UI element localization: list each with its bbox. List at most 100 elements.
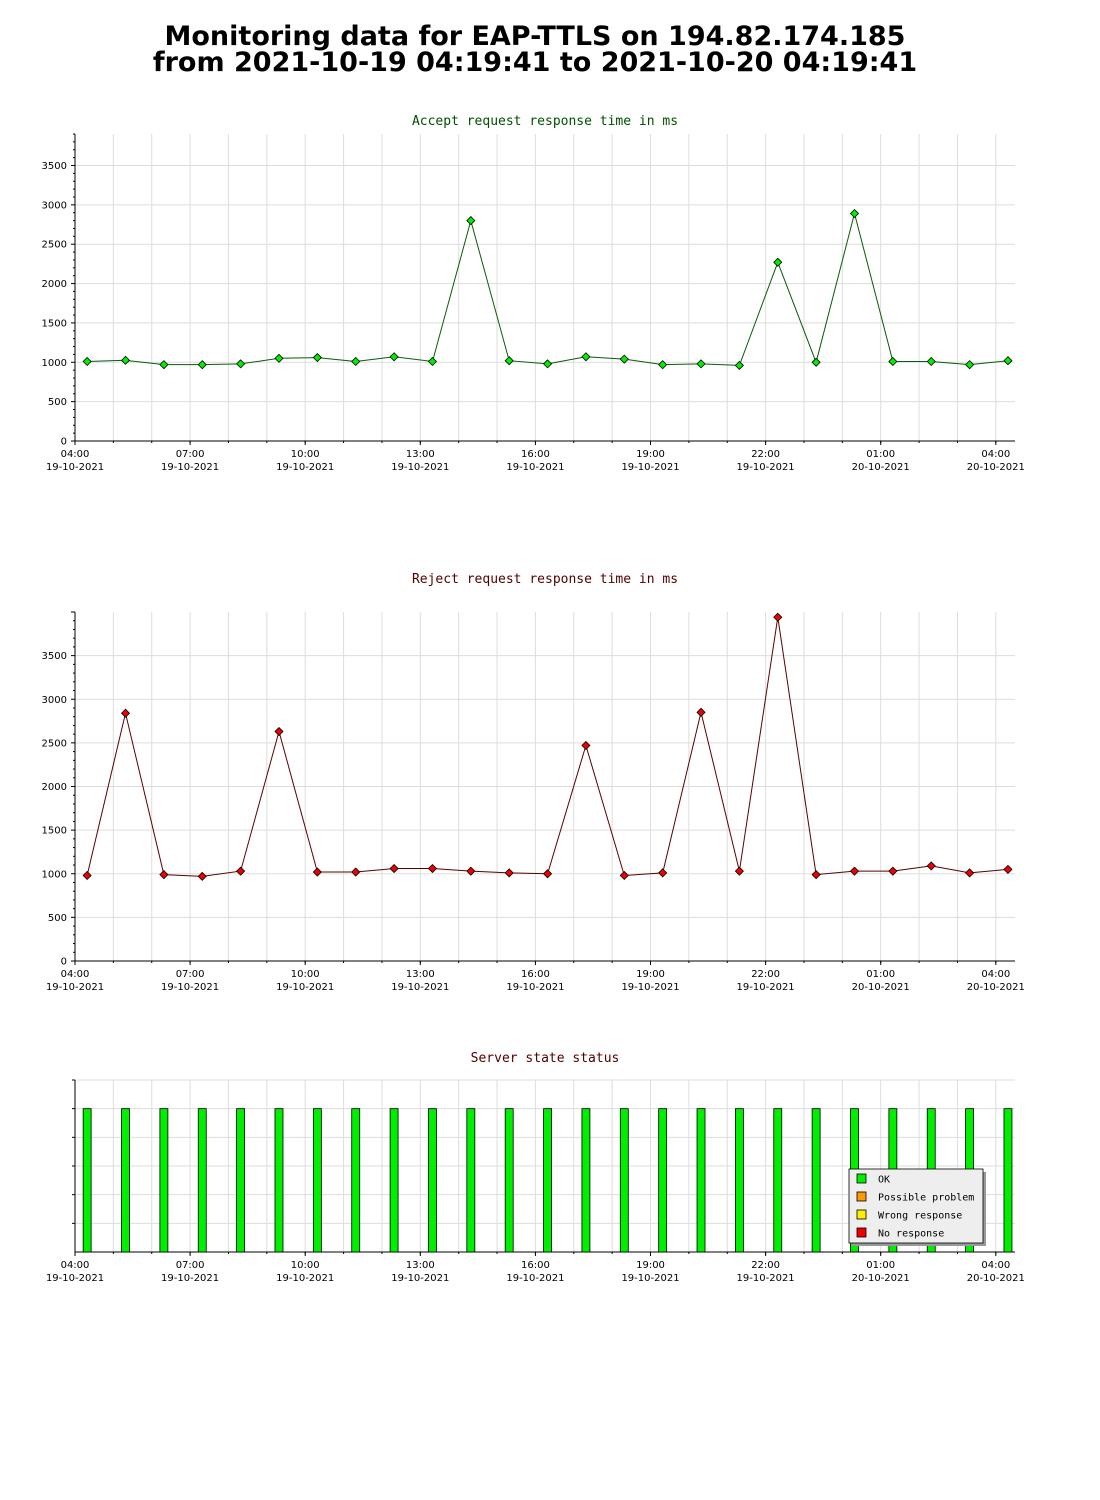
x-tick-time-label: 10:00	[291, 969, 320, 980]
chart-title: Accept request response time in ms	[412, 114, 678, 129]
status-bar	[466, 1108, 476, 1253]
x-tick-date-label: 19-10-2021	[737, 462, 795, 473]
y-tick-label: 3500	[42, 651, 67, 662]
legend: OK Possible problem Wrong response No respo…	[848, 1168, 986, 1246]
x-tick-date-label: 19-10-2021	[621, 1273, 679, 1284]
x-tick-time-label: 22:00	[751, 969, 780, 980]
x-tick-time-label: 19:00	[636, 449, 665, 460]
y-tick-label: 2000	[42, 279, 67, 290]
status-bar	[312, 1108, 322, 1253]
status-chart: Server state status 04:00 19-10-2021 07:00 1…	[46, 1051, 1025, 1284]
y-tick-label: 1000	[42, 869, 67, 880]
data-point	[120, 355, 131, 365]
x-tick-date-label: 19-10-2021	[161, 1273, 219, 1284]
data-point	[696, 707, 706, 717]
status-bar	[428, 1108, 437, 1253]
page-title-line-2: from 2021-10-19 04:19:41 to 2021-10-20 0…	[152, 47, 918, 78]
data-point	[773, 612, 783, 622]
data-point	[888, 866, 898, 876]
data-point	[197, 360, 207, 370]
series-line	[87, 211, 1009, 366]
legend-swatch	[856, 1227, 867, 1238]
data-point	[734, 360, 744, 370]
data-point	[619, 354, 629, 364]
x-tick-time-label: 01:00	[866, 1260, 895, 1271]
page-title-line-1: Monitoring data for EAP-TTLS on 194.82.1…	[164, 21, 906, 52]
x-tick-time-label: 13:00	[406, 1260, 435, 1271]
legend-label: Possible problem	[878, 1193, 974, 1204]
y-tick-label: 500	[48, 397, 67, 408]
status-bar	[658, 1108, 668, 1253]
data-point	[82, 356, 92, 367]
x-tick-date-label: 19-10-2021	[46, 982, 104, 993]
status-bar	[197, 1108, 207, 1253]
x-tick-date-label: 20-10-2021	[967, 982, 1025, 993]
x-tick-time-label: 01:00	[866, 969, 895, 980]
data-point	[696, 359, 706, 369]
x-tick-time-label: 01:00	[866, 449, 895, 460]
legend-label: Wrong response	[878, 1211, 962, 1222]
x-tick-time-label: 04:00	[61, 449, 90, 460]
chart-title: Server state status	[471, 1051, 620, 1066]
x-tick-date-label: 19-10-2021	[621, 462, 679, 473]
data-point	[427, 863, 438, 874]
x-tick-date-label: 19-10-2021	[506, 462, 564, 473]
status-bar	[274, 1108, 284, 1253]
x-tick-date-label: 19-10-2021	[621, 982, 679, 993]
y-tick-label: 1500	[42, 318, 67, 329]
y-tick-label: 3000	[42, 695, 67, 706]
data-point	[159, 360, 169, 370]
data-point	[197, 871, 207, 881]
data-point	[734, 866, 744, 876]
x-tick-time-label: 07:00	[176, 449, 205, 460]
data-point	[888, 356, 898, 367]
y-tick-label: 2500	[42, 738, 67, 749]
x-tick-time-label: 13:00	[406, 969, 435, 980]
data-point	[1003, 356, 1013, 366]
y-tick-label: 1500	[42, 826, 67, 837]
data-point	[619, 870, 629, 881]
data-point	[926, 356, 936, 367]
data-point	[849, 208, 860, 219]
y-tick-label: 1000	[42, 358, 67, 369]
data-point	[159, 870, 169, 880]
x-tick-time-label: 16:00	[521, 969, 550, 980]
page-title: Monitoring data for EAP-TTLS on 194.82.1…	[0, 21, 1070, 78]
x-tick-time-label: 07:00	[176, 969, 205, 980]
x-tick-date-label: 19-10-2021	[391, 982, 449, 993]
x-tick-time-label: 16:00	[521, 449, 550, 460]
data-point	[542, 869, 553, 879]
x-tick-date-label: 19-10-2021	[161, 982, 219, 993]
x-tick-time-label: 04:00	[981, 1260, 1010, 1271]
x-tick-date-label: 20-10-2021	[967, 1273, 1025, 1284]
data-point	[773, 257, 783, 267]
status-bar	[696, 1108, 706, 1253]
chart-title: Reject request response time in ms	[412, 572, 678, 587]
x-tick-date-label: 20-10-2021	[852, 462, 910, 473]
x-tick-date-label: 19-10-2021	[276, 982, 334, 993]
data-point	[811, 357, 821, 367]
status-bar	[121, 1108, 130, 1253]
line-chart-2: Reject request response time in ms 04:00 1…	[42, 572, 1025, 993]
x-tick-date-label: 20-10-2021	[852, 1273, 910, 1284]
status-bar	[773, 1108, 783, 1253]
data-point	[658, 868, 668, 878]
data-point	[466, 866, 476, 876]
x-tick-date-label: 19-10-2021	[391, 462, 449, 473]
legend-box	[848, 1168, 984, 1244]
data-point	[542, 359, 553, 369]
x-tick-time-label: 10:00	[291, 449, 320, 460]
x-tick-date-label: 19-10-2021	[161, 462, 219, 473]
x-tick-time-label: 19:00	[636, 1260, 665, 1271]
x-tick-date-label: 19-10-2021	[276, 1273, 334, 1284]
x-tick-time-label: 16:00	[521, 1260, 550, 1271]
data-point	[389, 863, 399, 874]
x-tick-date-label: 19-10-2021	[391, 1273, 449, 1284]
data-point	[581, 352, 591, 362]
legend-label: No response	[878, 1229, 944, 1240]
data-point	[965, 868, 975, 878]
x-tick-time-label: 22:00	[751, 1260, 780, 1271]
x-tick-date-label: 19-10-2021	[506, 982, 564, 993]
data-point	[351, 356, 361, 367]
data-point	[466, 216, 476, 226]
